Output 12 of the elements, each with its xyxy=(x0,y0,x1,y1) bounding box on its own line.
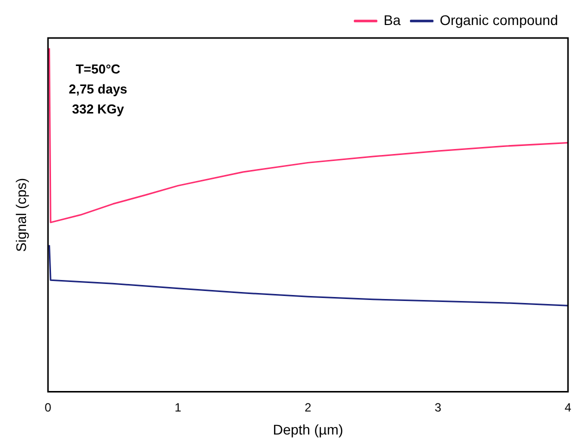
x-tick-label: 2 xyxy=(304,400,312,414)
legend-label: Organic compound xyxy=(440,12,558,28)
legend-label: Ba xyxy=(384,12,401,28)
annotation: T=50°C xyxy=(76,62,121,77)
x-tick-label: 0 xyxy=(44,400,52,414)
y-axis-title: Signal (cps) xyxy=(12,178,29,252)
x-tick-label: 1 xyxy=(174,400,182,414)
annotation: 332 KGy xyxy=(72,102,125,117)
annotation: 2,75 days xyxy=(68,82,128,97)
x-tick-label: 3 xyxy=(434,400,442,414)
x-axis-title: Depth (µm) xyxy=(272,421,344,438)
x-tick-label: 4 xyxy=(564,400,572,414)
